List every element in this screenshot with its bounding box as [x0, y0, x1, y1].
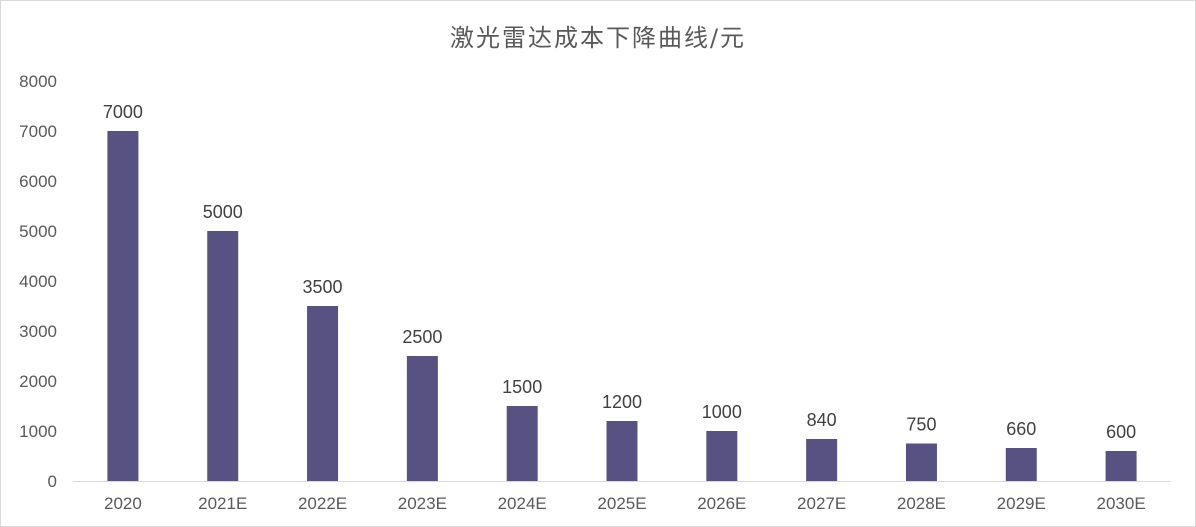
y-tick-label: 4000: [19, 272, 57, 291]
y-tick-label: 8000: [19, 72, 57, 91]
x-tick-label: 2023E: [398, 494, 447, 513]
bar-data-label: 1200: [602, 392, 642, 412]
chart-title: 激光雷达成本下降曲线/元: [450, 24, 746, 52]
bar: [706, 431, 738, 481]
x-tick-label: 2029E: [997, 494, 1046, 513]
bar-series: 7000 5000 3500 2500 1500 1200 1000 840 750 660 600: [103, 102, 1137, 481]
bar: [307, 306, 339, 481]
bar: [905, 443, 937, 481]
bar-data-label: 600: [1106, 422, 1136, 442]
x-tick-label: 2026E: [697, 494, 746, 513]
x-tick-label: 2024E: [498, 494, 547, 513]
bar-data-label: 660: [1006, 419, 1036, 439]
bar: [1105, 451, 1137, 481]
y-tick-label: 3000: [19, 322, 57, 341]
x-tick-label: 2025E: [597, 494, 646, 513]
x-tick-label: 2022E: [298, 494, 347, 513]
bar: [506, 406, 538, 481]
x-tick-label: 2028E: [897, 494, 946, 513]
bar: [806, 439, 838, 481]
y-tick-label: 6000: [19, 172, 57, 191]
bar: [207, 231, 239, 481]
x-tick-label: 2021E: [198, 494, 247, 513]
bar-data-label: 840: [807, 410, 837, 430]
bar: [406, 356, 438, 481]
x-tick-label: 2030E: [1097, 494, 1146, 513]
bar: [1005, 448, 1037, 481]
x-tick-label: 2020: [104, 494, 142, 513]
y-tick-label: 5000: [19, 222, 57, 241]
bar-data-label: 5000: [203, 202, 243, 222]
y-tick-label: 0: [48, 472, 57, 491]
y-tick-label: 2000: [19, 372, 57, 391]
y-tick-label: 1000: [19, 422, 57, 441]
x-tick-label: 2027E: [797, 494, 846, 513]
bar: [107, 131, 139, 481]
bar-data-label: 750: [906, 415, 936, 435]
bar-data-label: 1000: [702, 402, 742, 422]
y-axis: 0 1000 2000 3000 4000 5000 6000 7000 8000: [19, 72, 57, 491]
bar-data-label: 2500: [402, 327, 442, 347]
y-tick-label: 7000: [19, 122, 57, 141]
bar-data-label: 7000: [103, 102, 143, 122]
bar: [606, 421, 638, 481]
bar-data-label: 1500: [502, 377, 542, 397]
bar-data-label: 3500: [303, 277, 343, 297]
x-axis: 2020 2021E 2022E 2023E 2024E 2025E 2026E 2027E 2…: [104, 494, 1146, 513]
